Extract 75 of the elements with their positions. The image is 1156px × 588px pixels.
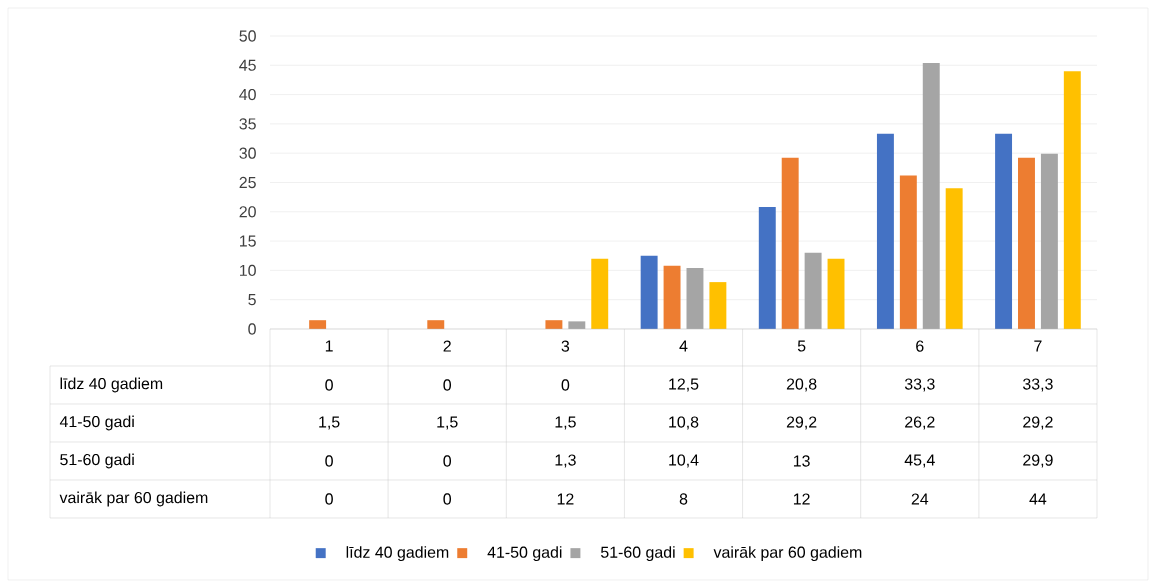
data-label: 0 [443, 379, 452, 391]
data-label: 33,3 [1023, 378, 1053, 392]
legend-label: vairāk par 60 gadiem [713, 546, 862, 562]
bar [545, 320, 563, 329]
y-tick-label: 50 [239, 30, 256, 42]
legend-label: līdz 40 gadiem [346, 546, 449, 562]
bar [922, 62, 940, 329]
data-label: 33,3 [904, 378, 935, 392]
y-tick-label: 20 [239, 206, 256, 218]
data-label: 26,2 [905, 416, 935, 430]
x-tick-label: 5 [797, 340, 806, 352]
data-label: 12 [793, 493, 810, 505]
y-tick-label: 15 [240, 235, 256, 247]
bar [427, 320, 445, 329]
bar [899, 175, 917, 329]
text: 41-50 gadi [59, 415, 134, 431]
data-label: 1,3 [555, 454, 576, 468]
data-label: 12,5 [669, 378, 699, 392]
bar [758, 207, 776, 329]
x-tick-label: 3 [561, 340, 570, 352]
bar [995, 133, 1013, 329]
bar [663, 265, 681, 329]
y-tick-label: 25 [239, 176, 256, 189]
y-tick-label: 40 [239, 88, 256, 101]
legend-label: 51-60 gadi [600, 546, 675, 562]
bar [309, 320, 327, 329]
bar [1063, 71, 1081, 329]
bar [709, 282, 727, 329]
data-label: 10,4 [669, 454, 699, 468]
y-tick-label: 0 [248, 323, 256, 335]
bar [686, 268, 704, 329]
data-label: 1,5 [319, 416, 340, 430]
bar [945, 188, 963, 329]
data-label: 20,8 [786, 378, 817, 392]
bar [804, 252, 822, 329]
data-label: 29,9 [1023, 454, 1053, 468]
y-tick-label: 5 [248, 294, 256, 306]
data-label: 10,8 [669, 416, 699, 430]
y-tick-label: 35 [239, 118, 256, 130]
y-tick-label: 30 [239, 147, 256, 159]
data-label: 0 [325, 379, 333, 391]
bar [568, 321, 586, 329]
bar [876, 133, 894, 329]
bar [1040, 153, 1058, 329]
data-label: 0 [443, 455, 452, 467]
data-label: 0 [325, 455, 333, 467]
data-label: 8 [679, 493, 688, 505]
data-label: 29,2 [1023, 416, 1053, 430]
bar [591, 258, 609, 329]
data-label: 1,5 [437, 416, 458, 430]
x-tick-label: 4 [679, 340, 688, 352]
y-tick-label: 10 [240, 264, 256, 277]
x-tick-label: 2 [443, 340, 451, 352]
data-label: 0 [443, 493, 452, 505]
bar [781, 157, 799, 329]
data-label: 0 [561, 379, 570, 391]
data-label: 24 [911, 493, 929, 505]
legend-label: 41-50 gadi [487, 546, 562, 562]
text: 51-60 gadi [60, 453, 134, 469]
data-label: 44 [1029, 493, 1047, 505]
bar [1018, 157, 1035, 329]
bar [827, 258, 845, 329]
x-tick-label: 6 [916, 340, 924, 352]
x-tick-label: 7 [1034, 340, 1042, 352]
text: vairāk par 60 gadiem [59, 491, 208, 507]
data-label: 1,5 [555, 416, 576, 430]
data-label: 13 [793, 455, 810, 467]
data-label: 12 [557, 493, 574, 505]
data-label: 0 [325, 493, 333, 505]
bar [640, 255, 658, 329]
text: līdz 40 gadiem [60, 377, 163, 393]
data-label: 29,2 [786, 416, 817, 430]
data-label: 45,4 [904, 454, 935, 468]
y-tick-label: 45 [239, 59, 256, 71]
x-tick-label: 1 [325, 340, 333, 352]
